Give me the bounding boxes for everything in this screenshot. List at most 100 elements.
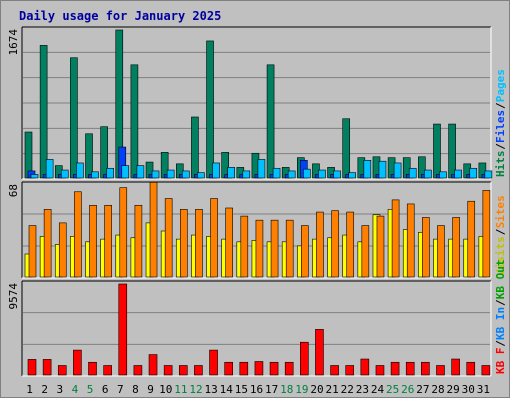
bar-pages [166, 169, 175, 179]
bar-hits [206, 40, 214, 179]
bar-sites [210, 198, 218, 278]
legend-label: / [494, 228, 507, 235]
bar-kb-f [315, 329, 324, 376]
y-max-label: 68 [7, 184, 20, 197]
bar-kb-f [330, 365, 339, 376]
x-tick-label: 5 [87, 383, 94, 396]
bar-hits [85, 133, 93, 179]
y-max-label: 9574 [7, 283, 20, 310]
bar-kb-f [224, 361, 233, 376]
bar-kb-f [436, 365, 445, 376]
bar-pages [408, 167, 417, 179]
x-tick-label: 3 [57, 383, 64, 396]
bar-sites [179, 209, 188, 278]
panel-kbytes [22, 281, 491, 376]
x-tick-label: 27 [416, 383, 429, 396]
bar-hits [191, 116, 199, 179]
chart-title: Daily usage for January 2025 [19, 9, 222, 23]
x-tick-label: 10 [159, 383, 172, 396]
bar-kb-f [209, 349, 218, 376]
bar-kb-f [178, 365, 188, 376]
x-tick-label: 22 [341, 383, 354, 396]
bar-sites [164, 198, 173, 278]
bar-kb-f [269, 361, 279, 376]
legend-label: Visits [494, 236, 507, 276]
bar-sites [255, 219, 264, 278]
x-tick-label: 8 [132, 383, 139, 396]
bar-kb-f [103, 365, 112, 376]
bar-pages [272, 167, 281, 179]
bar-pages [318, 169, 326, 179]
bar-kb-f [163, 365, 173, 376]
x-tick-label: 23 [356, 383, 369, 396]
bar-kb-f [466, 361, 476, 376]
bar-kb-f [239, 361, 249, 376]
legend-label: Files [494, 110, 507, 143]
bar-pages [484, 170, 493, 179]
bar-kb-f [284, 361, 294, 376]
x-tick-label: 29 [447, 383, 460, 396]
bar-sites [376, 215, 385, 278]
bar-pages [151, 170, 160, 179]
bar-pages [197, 172, 205, 179]
y-max-label: 1674 [7, 29, 20, 56]
bar-pages [136, 165, 145, 179]
legend-label: KB Out [494, 259, 507, 299]
x-tick-label: 9 [147, 383, 154, 396]
bar-pages [469, 167, 478, 179]
bar-sites [28, 225, 37, 278]
bar-hits [266, 64, 275, 179]
x-tick-label: 1 [26, 383, 33, 396]
legend-label: / [494, 102, 507, 109]
bar-pages [91, 171, 99, 179]
bar-pages [121, 165, 130, 179]
bar-pages [287, 170, 296, 179]
bar-kb-f [57, 365, 67, 376]
bar-kb-f [73, 349, 82, 376]
legend-label: Pages [494, 69, 507, 102]
bar-kb-f [451, 358, 460, 376]
bar-kb-f [300, 341, 309, 376]
bar-pages [181, 170, 190, 179]
bar-kb-f [133, 365, 143, 376]
legend-label: / [494, 143, 507, 150]
x-tick-label: 17 [265, 383, 278, 396]
bar-kb-f [405, 361, 415, 376]
bar-sites [119, 187, 128, 278]
bar-pages [424, 169, 432, 179]
bar-sites [406, 203, 415, 278]
x-tick-label: 2 [41, 383, 48, 396]
bar-sites [43, 209, 52, 278]
bar-sites [316, 211, 324, 278]
x-tick-label: 28 [431, 383, 444, 396]
x-tick-label: 13 [204, 383, 217, 396]
bar-sites [346, 211, 355, 278]
bar-pages [76, 162, 84, 179]
bar-sites [58, 222, 67, 278]
bar-kb-f [254, 361, 264, 376]
x-tick-label: 31 [477, 383, 490, 396]
x-tick-label: 7 [117, 383, 124, 396]
x-tick-label: 25 [386, 383, 399, 396]
bar-kb-f [194, 365, 203, 376]
bar-sites [89, 204, 97, 278]
bar-sites [104, 204, 112, 278]
bar-pages [30, 174, 39, 179]
bar-kb-f [88, 361, 97, 376]
bar-pages [333, 170, 341, 179]
legend-label: KB In [494, 307, 507, 340]
legend-label: / [494, 340, 507, 347]
bar-kb-f [345, 365, 355, 376]
x-tick-label: 16 [250, 383, 263, 396]
bar-sites [437, 225, 445, 278]
bar-hits [39, 45, 48, 179]
bar-pages [378, 160, 387, 179]
bar-sites [331, 210, 339, 278]
bar-pages [227, 167, 235, 179]
bar-sites [225, 207, 233, 278]
bar-pages [257, 159, 266, 179]
x-tick-label: 19 [295, 383, 308, 396]
bar-pages [393, 162, 402, 179]
